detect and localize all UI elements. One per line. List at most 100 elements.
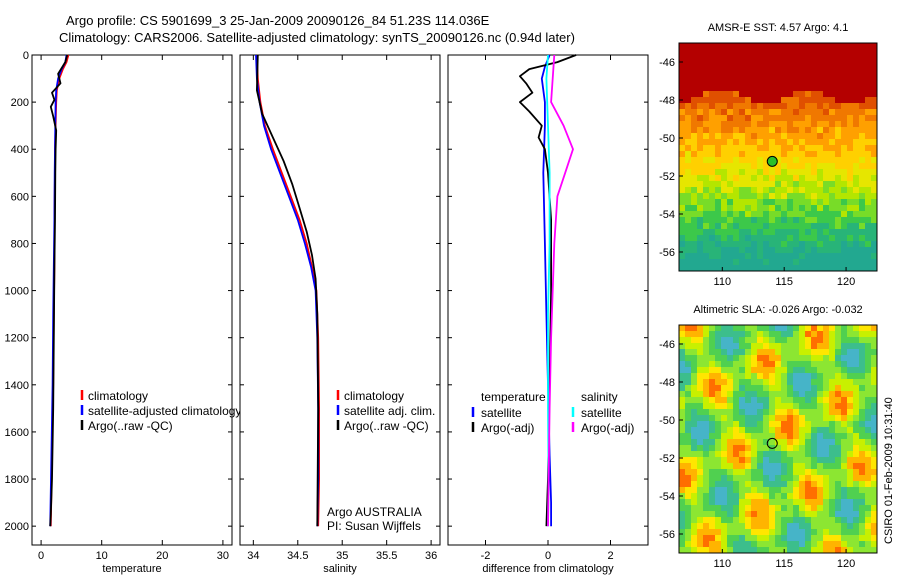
sst-map-y-tick-label: -52 [659,171,675,183]
sst-map-cell [745,127,751,133]
sla-map-cell [829,517,835,523]
sla-map-cell [841,523,847,529]
sst-map-cell [799,175,805,181]
sla-map-cell [715,475,721,481]
sla-map-cell [679,511,685,517]
sla-map-cell [823,523,829,529]
sla-map-cell [853,487,859,493]
sla-map-cell [847,409,853,415]
sst-map-cell [823,133,829,139]
sst-map-cell [697,55,703,61]
sst-map-cell [715,103,721,109]
sla-map-cell [793,457,799,463]
sla-map-cell [817,499,823,505]
sla-map-cell [757,415,763,421]
sst-map-cell [865,241,871,247]
sst-map-cell [799,121,805,127]
sst-map-cell [685,223,691,229]
sla-map-cell [823,409,829,415]
sst-map-cell [679,235,685,241]
sst-map-cell [745,115,751,121]
sla-map-cell [853,541,859,547]
sst-map-cell [721,205,727,211]
sla-map-cell [847,373,853,379]
difference-x-axis-label: difference from climatology [482,563,614,575]
sla-map-cell [769,337,775,343]
sst-map-cell [715,151,721,157]
sst-map-cell [757,151,763,157]
sst-map-cell [871,235,877,241]
sst-map-cell [865,67,871,73]
sla-map-cell [733,451,739,457]
sla-map-cell [733,457,739,463]
sst-map-cell [865,229,871,235]
sla-map-cell [727,541,733,547]
sla-map-cell [715,409,721,415]
sst-map-cell [865,187,871,193]
sst-map-cell [793,235,799,241]
sla-map-cell [763,529,769,535]
sst-map-cell [703,193,709,199]
sla-map-cell [739,511,745,517]
sst-map-cell [739,181,745,187]
sst-map-cell [703,163,709,169]
sst-map-cell [841,229,847,235]
sla-map-cell [823,385,829,391]
sla-map-cell [751,379,757,385]
sst-map-cell [757,85,763,91]
sst-map-cell [727,157,733,163]
sst-map-cell [835,193,841,199]
sst-map-cell [859,259,865,265]
sst-map-cell [697,265,703,271]
sla-map-cell [697,487,703,493]
sst-map-cell [871,229,877,235]
difference-legend-entry: satellite [581,406,622,420]
sst-map-cell [793,55,799,61]
sla-map-cell [685,481,691,487]
salinity-legend-entry: climatology [344,389,404,403]
sla-map-cell [805,355,811,361]
sst-map-cell [751,241,757,247]
sla-map-cell [685,439,691,445]
sla-map-cell [739,367,745,373]
sst-map-cell [859,79,865,85]
sla-map-cell [823,355,829,361]
sla-map-cell [829,355,835,361]
sst-map-cell [775,139,781,145]
sla-map-cell [727,361,733,367]
sst-map-cell [763,205,769,211]
sla-map-cell [775,499,781,505]
sst-map-cell [817,145,823,151]
sst-map-cell [685,235,691,241]
sst-map-cell [703,73,709,79]
difference-x-tick-label: -2 [481,550,491,562]
sst-map-cell [727,265,733,271]
sla-map-cell [679,535,685,541]
sst-map-cell [769,199,775,205]
sst-map-cell [787,43,793,49]
difference-legend-entry: Argo(-adj) [481,421,534,435]
sla-map-cell [715,457,721,463]
sst-map-cell [763,145,769,151]
sla-map-cell [697,325,703,331]
salinity-annotation: Argo AUSTRALIA [327,505,422,519]
sla-map-cell [871,433,877,439]
sla-map-cell [721,439,727,445]
sla-map-cell [727,349,733,355]
sst-map-cell [685,265,691,271]
sla-map-cell [799,325,805,331]
sst-map-cell [763,265,769,271]
sst-map-cell [703,145,709,151]
sst-map-cell [751,55,757,61]
sst-map-cell [865,199,871,205]
sla-map-cell [829,433,835,439]
sst-map-cell [835,85,841,91]
sst-map-cell [805,67,811,73]
sla-map-cell [841,535,847,541]
sla-map-cell [721,367,727,373]
sst-map-cell [799,181,805,187]
sla-map-cell [793,421,799,427]
sst-map-cell [745,205,751,211]
sst-map-cell [769,181,775,187]
sst-map-cell [739,229,745,235]
